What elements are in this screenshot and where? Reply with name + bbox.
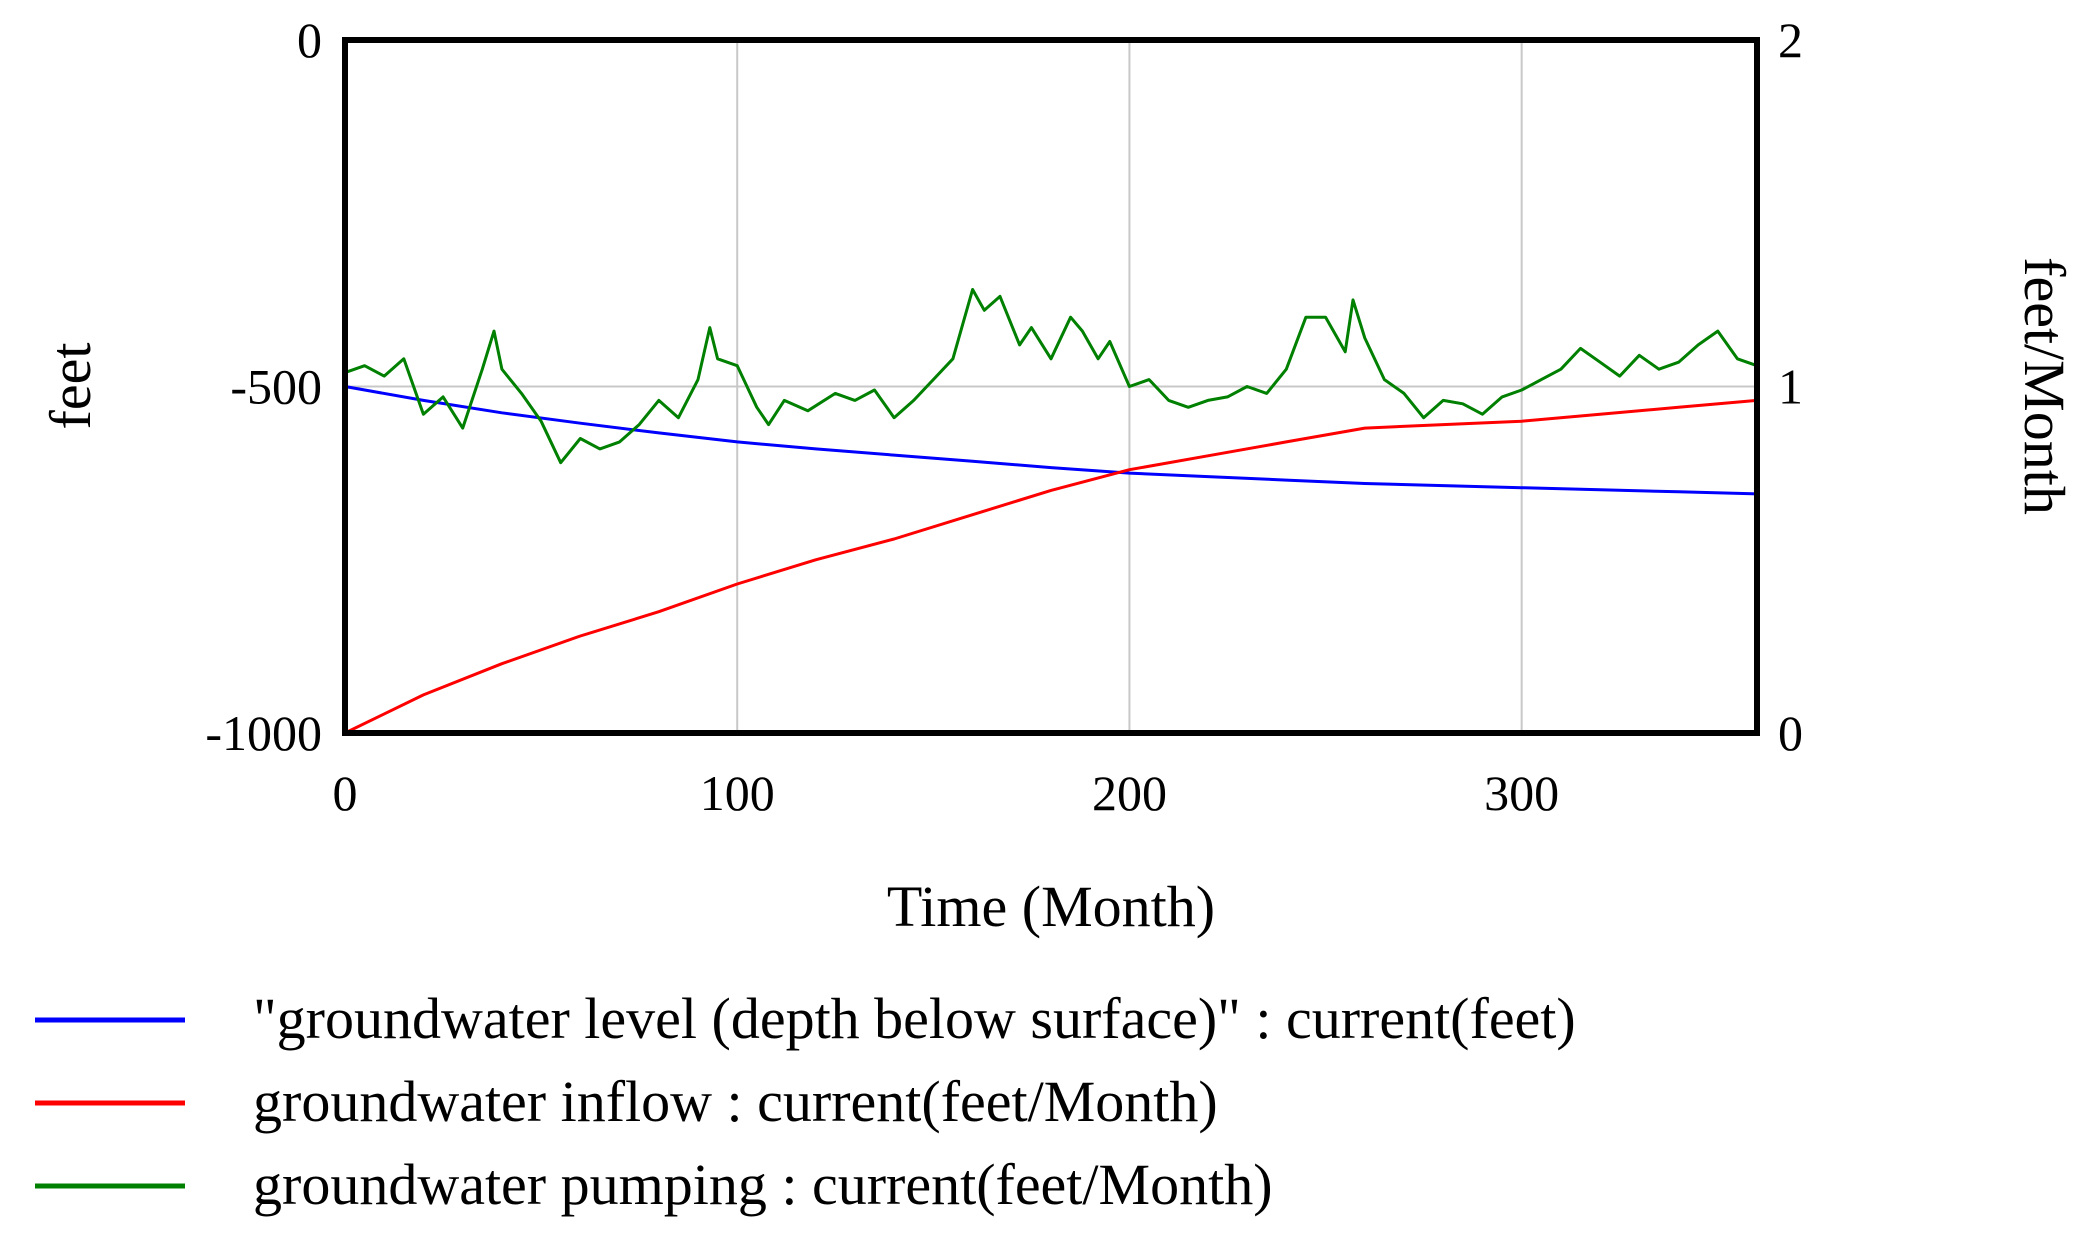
x-tick-label: 100 [700,765,775,821]
y-right-tick-label: 1 [1778,359,1803,415]
y-left-tick-label: -1000 [205,705,322,761]
y-left-tick-label: -500 [230,359,322,415]
y-axis-left-label: feet [38,343,103,430]
plot-series [344,288,1758,735]
y-axis-right-label: feet/Month [2012,257,2077,515]
legend-label: "groundwater level (depth below surface)… [253,986,1576,1051]
y-left-tick-label: 0 [297,12,322,68]
x-axis-label: Time (Month) [887,874,1215,939]
grid-lines [345,40,1757,733]
tick-labels: 0 100 200 300 0 -500 -1000 2 1 0 [205,12,1803,821]
x-tick-label: 0 [333,765,358,821]
y-right-tick-label: 2 [1778,12,1803,68]
legend-label: groundwater inflow : current(feet/Month) [253,1069,1218,1134]
y-right-tick-label: 0 [1778,705,1803,761]
series-line-1 [344,385,1758,496]
series-line-3 [344,288,1758,465]
x-tick-label: 200 [1092,765,1167,821]
series-line-2 [344,398,1758,735]
x-tick-label: 300 [1484,765,1559,821]
legend: "groundwater level (depth below surface)… [35,986,1576,1217]
legend-label: groundwater pumping : current(feet/Month… [253,1152,1273,1217]
plot-frame [342,37,1760,736]
